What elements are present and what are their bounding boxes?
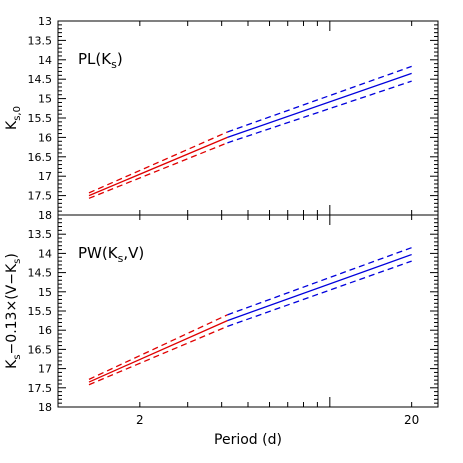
series-line-red-solid: [88, 136, 228, 197]
y-tick-label: 13: [38, 15, 52, 28]
y-tick-label: 18: [38, 209, 52, 222]
y-tick-label: 16.5: [28, 151, 53, 164]
y-tick-label: 14.5: [28, 267, 53, 280]
y-tick-label: 18: [38, 401, 52, 414]
x-axis-label: Period (d): [214, 432, 282, 448]
series-line-red-dashed: [88, 325, 228, 386]
series-line-blue-solid: [227, 72, 412, 139]
x-tick-label: 2: [136, 413, 144, 427]
y-axis-label: Ks,0: [4, 106, 23, 130]
series-line-blue-dashed: [227, 260, 412, 327]
y-tick-label: 16: [38, 131, 52, 144]
series-line-red-dashed: [88, 314, 228, 380]
series-line-red-dashed: [88, 142, 228, 199]
y-tick-label: 15: [38, 93, 52, 106]
y-tick-label: 14: [38, 54, 52, 67]
y-tick-label: 15.5: [28, 112, 53, 125]
panel-annotation: PW(Ks,V): [78, 244, 144, 265]
panel-annotation: PL(Ks): [78, 50, 123, 71]
series-line-blue-dashed: [227, 80, 412, 144]
y-tick-label: 14: [38, 247, 52, 260]
y-tick-label: 14.5: [28, 73, 53, 86]
y-tick-label: 16: [38, 324, 52, 337]
series-line-blue-dashed: [227, 65, 412, 133]
y-tick-label: 17.5: [28, 190, 53, 203]
x-tick-label: 20: [404, 413, 419, 427]
y-tick-label: 15.5: [28, 305, 53, 318]
panels: 13 13.5 14 14.5 15 15.5 16 16.5 17 17.5 18 PL(Ks) Ks…: [4, 15, 439, 448]
y-tick-label: 17: [38, 170, 52, 183]
y-tick-label: 17: [38, 363, 52, 376]
series-line-blue-solid: [227, 253, 412, 322]
y-tick-label: 16.5: [28, 343, 53, 356]
y-axis-label: Ks−0.13×(V−Ks): [4, 253, 23, 369]
series-line-blue-dashed: [227, 247, 412, 316]
series-line-red-dashed: [88, 131, 228, 194]
y-tick-label: 13.5: [28, 228, 53, 241]
y-tick-label: 17.5: [28, 382, 53, 395]
series-line-red-solid: [88, 320, 228, 383]
y-tick-label: 13.5: [28, 34, 53, 47]
y-tick-label: 15: [38, 286, 52, 299]
panel-top: 13 13.5 14 14.5 15 15.5 16 16.5 17 17.5 18 PL(Ks) Ks…: [4, 15, 439, 222]
panel-bottom: 13.5 14 14.5 15 15.5 16 16.5 17 17.5 18 PW(Ks,V) Ks…: [4, 214, 439, 448]
